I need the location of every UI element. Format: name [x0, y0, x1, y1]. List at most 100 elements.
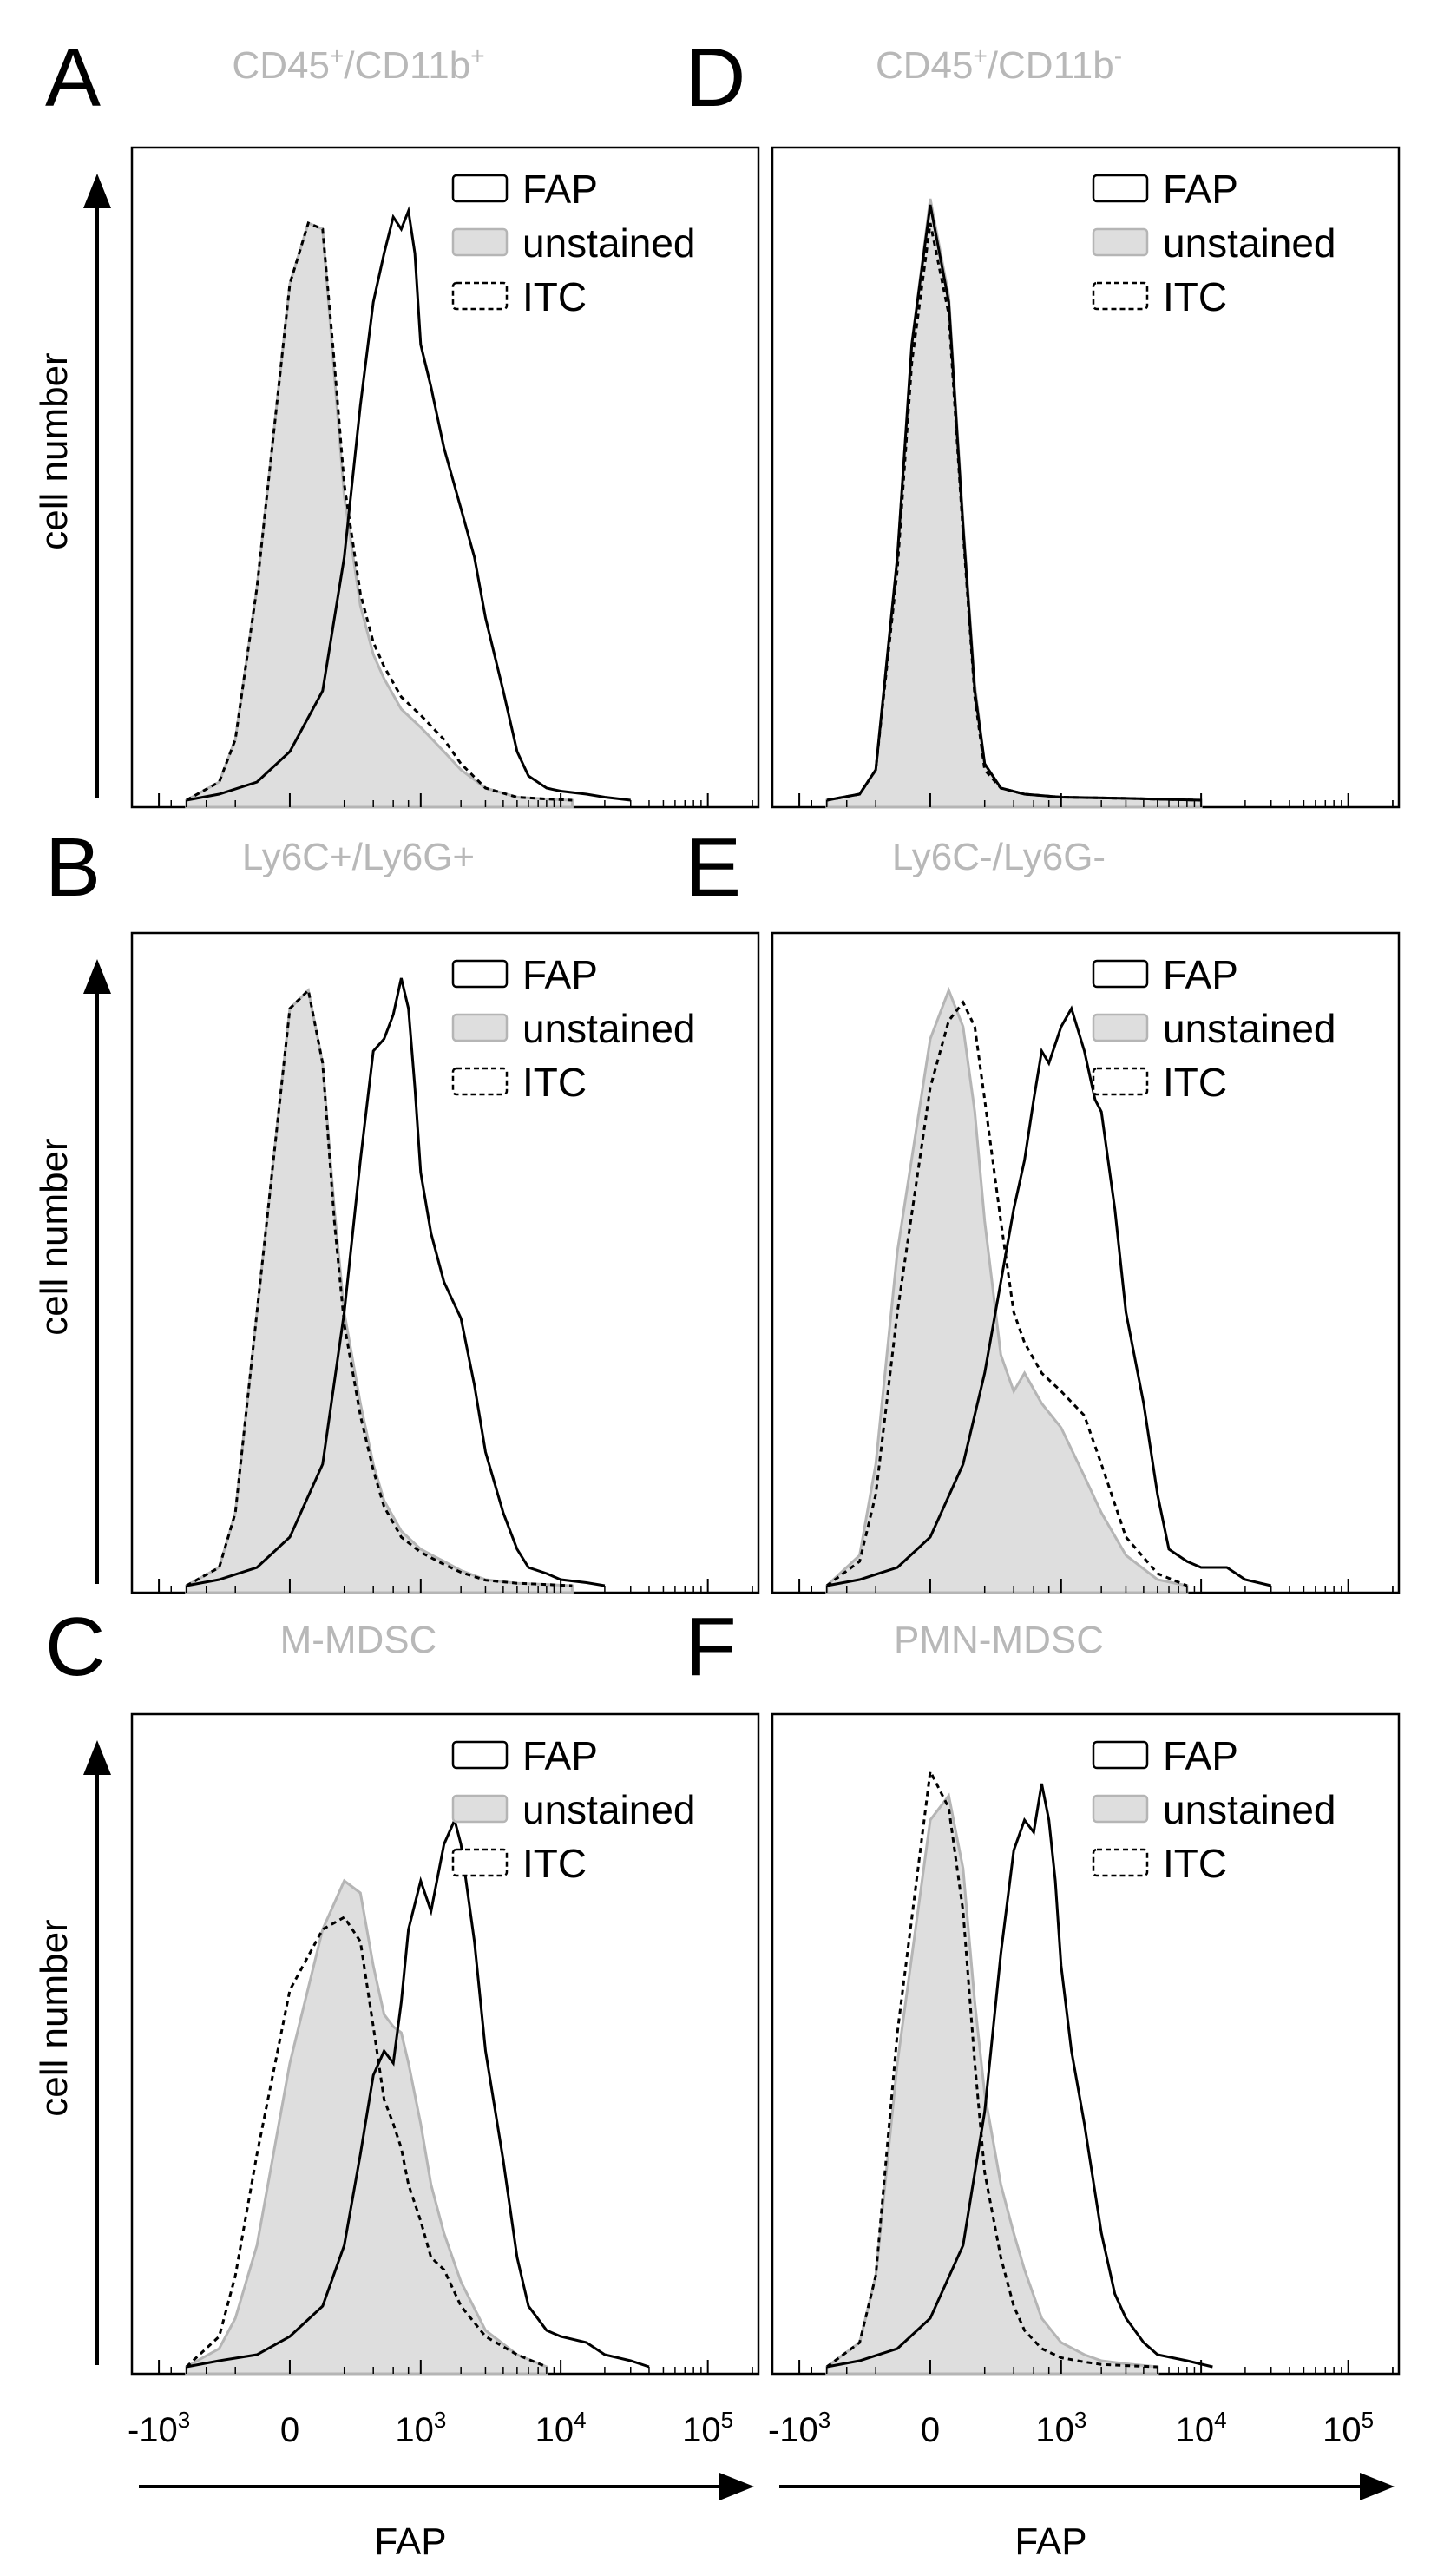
legend-item-itc: ITC [1092, 1060, 1227, 1105]
x-tick-label: 0 [280, 2411, 299, 2449]
legend-label: FAP [1163, 167, 1238, 212]
series-unstained-area [825, 1792, 1159, 2376]
series-fap-line [186, 206, 631, 802]
x-axis-label: FAP [374, 2520, 446, 2563]
x-tick-label: 104 [1176, 2407, 1227, 2449]
legend-swatch [451, 174, 509, 203]
x-tick-label: -103 [128, 2407, 190, 2449]
panel-title: Ly6C+/Ly6G+ [242, 836, 475, 878]
panel-letter: D [686, 31, 745, 124]
legend-swatch [1092, 281, 1149, 311]
series-fap-line [826, 1005, 1272, 1587]
legend-label: FAP [522, 952, 598, 997]
arrow-head-icon [719, 2473, 754, 2500]
x-axis-label: FAP [1014, 2520, 1086, 2563]
legend-item-fap: FAP [1092, 952, 1238, 997]
x-tick-label: 103 [1035, 2407, 1086, 2449]
series-itc-line [825, 1766, 1158, 2369]
legend-item-fap: FAP [1092, 1733, 1238, 1778]
panel-letter: E [686, 821, 741, 914]
series-itc-line [185, 1916, 548, 2369]
series-fap-line [186, 977, 606, 1587]
legend-swatch [451, 1013, 509, 1042]
legend-label: FAP [1163, 952, 1238, 997]
legend-swatch [451, 281, 509, 311]
legend-swatch [1092, 1794, 1149, 1824]
legend-item-unstained: unstained [1092, 1787, 1336, 1832]
legend-swatch [451, 227, 509, 257]
panel-letter: B [45, 821, 101, 914]
y-axis-label: cell number [33, 1138, 75, 1335]
legend-label: ITC [1163, 1841, 1227, 1886]
panel-b: B Ly6C+/Ly6G+ FAP unstained ITC cell number [33, 821, 760, 1594]
legend-swatch [451, 1794, 509, 1824]
arrow-head-icon [83, 1740, 111, 1775]
arrow-head-icon [83, 174, 111, 208]
x-tick-label: 105 [1323, 2407, 1374, 2449]
panel-c: C M-MDSC FAP unstained ITC cell number -103 0 10… [33, 1600, 760, 2563]
legend-item-unstained: unstained [451, 220, 696, 266]
series-unstained-area [185, 1878, 548, 2376]
series-itc-line [186, 987, 573, 1587]
legend-item-fap: FAP [451, 167, 598, 212]
legend-label: FAP [1163, 1733, 1238, 1778]
panel-d: D CD45+/CD11b- FAP unstained ITC [686, 31, 1401, 809]
legend-item-fap: FAP [451, 1733, 598, 1778]
legend-label: ITC [1163, 1060, 1227, 1105]
panel-letter: F [686, 1600, 737, 1693]
panel-title: Ly6C-/Ly6G- [892, 836, 1106, 878]
series-itc-line [186, 220, 573, 802]
legend-swatch [451, 1067, 509, 1096]
legend-label: unstained [1163, 1006, 1336, 1051]
legend-item-unstained: unstained [1092, 1006, 1336, 1051]
legend-swatch [1092, 227, 1149, 257]
legend-label: unstained [522, 220, 696, 266]
legend-label: ITC [522, 274, 587, 319]
series-fap-line [186, 1816, 650, 2369]
x-tick-label: 105 [682, 2407, 733, 2449]
legend-item-itc: ITC [1092, 1841, 1227, 1886]
panel-a: A CD45+/CD11b+ FAP unstained ITC cell number [33, 31, 760, 809]
legend-label: unstained [1163, 220, 1336, 266]
legend-label: unstained [522, 1006, 696, 1051]
legend-label: ITC [522, 1841, 587, 1886]
legend-swatch [1092, 1848, 1149, 1877]
legend-swatch [1092, 1013, 1149, 1042]
legend-item-unstained: unstained [451, 1006, 696, 1051]
x-tick-label: -103 [768, 2407, 830, 2449]
x-tick-label: 0 [921, 2411, 940, 2449]
legend-label: unstained [522, 1787, 696, 1832]
legend-item-itc: ITC [451, 274, 587, 319]
x-tick-label: 104 [535, 2407, 587, 2449]
series-itc-line [826, 222, 1202, 802]
legend-swatch [1092, 1067, 1149, 1096]
series-fap-line [826, 1783, 1213, 2369]
legend-item-fap: FAP [1092, 167, 1238, 212]
legend-swatch [451, 959, 509, 989]
series-unstained-area [185, 987, 574, 1594]
legend-item-unstained: unstained [1092, 220, 1336, 266]
legend-label: FAP [522, 167, 598, 212]
legend-swatch [451, 1848, 509, 1877]
legend-label: FAP [522, 1733, 598, 1778]
panel-letter: A [45, 31, 101, 124]
panel-f: F PMN-MDSC FAP unstained ITC -103 0 103 104 105 FA… [686, 1600, 1401, 2563]
legend-swatch [1092, 959, 1149, 989]
legend-swatch [1092, 174, 1149, 203]
legend-label: ITC [1163, 274, 1227, 319]
arrow-head-icon [83, 959, 111, 994]
y-axis-label: cell number [33, 352, 75, 549]
legend-item-fap: FAP [451, 952, 598, 997]
y-axis-label: cell number [33, 1919, 75, 2116]
x-tick-label: 103 [395, 2407, 446, 2449]
legend-item-itc: ITC [451, 1060, 587, 1105]
legend-swatch [1092, 1740, 1149, 1770]
panel-title: CD45+/CD11b+ [232, 43, 484, 87]
legend-swatch [451, 1740, 509, 1770]
panel-title: PMN-MDSC [894, 1619, 1104, 1661]
arrow-head-icon [1360, 2473, 1395, 2500]
series-unstained-area [185, 220, 574, 809]
legend-label: ITC [522, 1060, 587, 1105]
legend-label: unstained [1163, 1787, 1336, 1832]
